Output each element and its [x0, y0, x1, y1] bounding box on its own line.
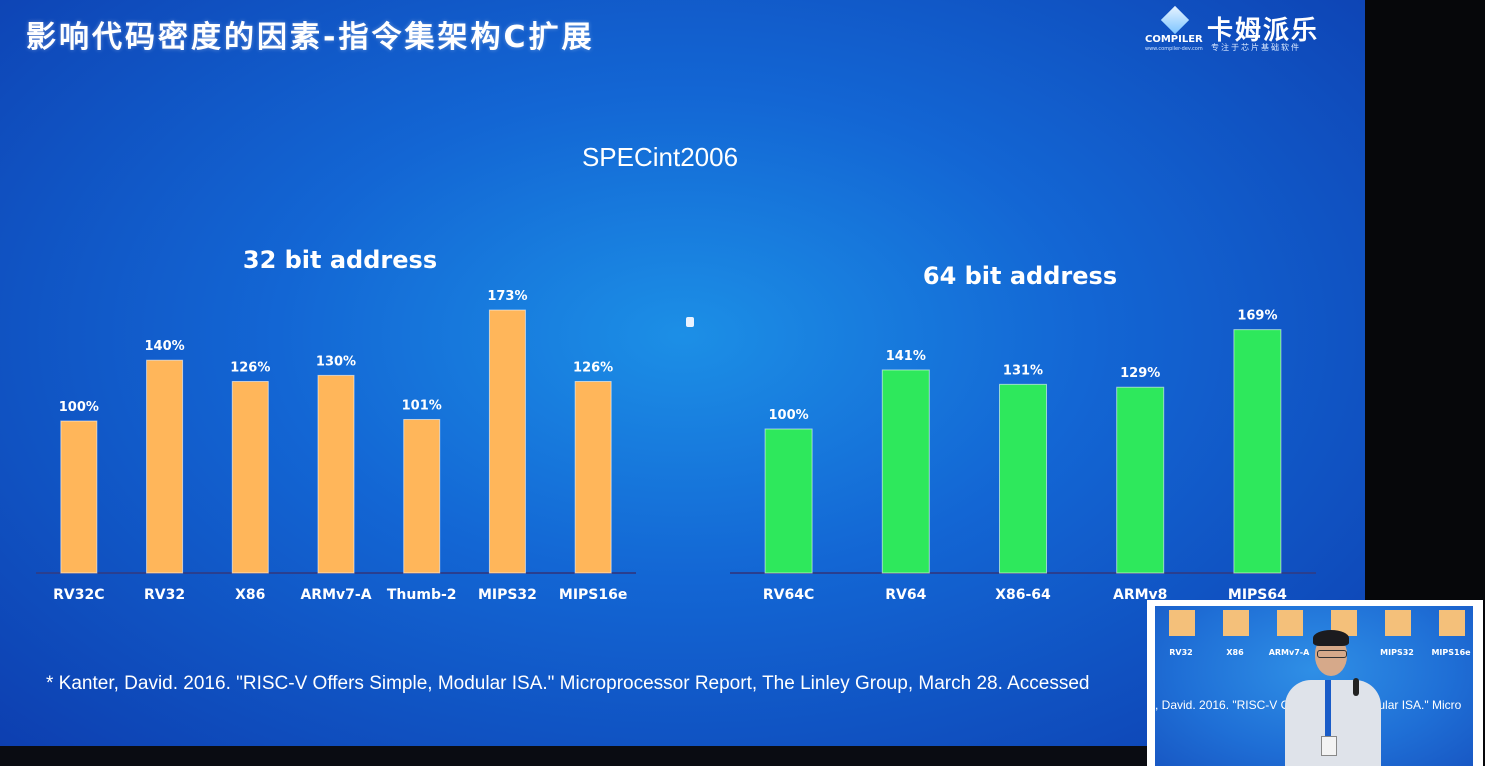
camera-view: RV32 X86 ARMv7-A -2 MIPS32 MIPS16e , Dav…: [1155, 606, 1473, 766]
inset-category: MIPS16e: [1431, 648, 1471, 657]
inset-category: MIPS32: [1380, 648, 1414, 657]
value-label: 126%: [573, 360, 613, 375]
citation-footnote: * Kanter, David. 2016. "RISC-V Offers Si…: [46, 673, 1090, 694]
logo-text-en: COMPILER: [1145, 34, 1203, 45]
inset-footnote-left: , David. 2016. "RISC-V Of: [1155, 698, 1294, 712]
category-label: RV64C: [763, 587, 814, 603]
inset-bar: [1385, 610, 1411, 636]
microphone-icon: [1353, 678, 1359, 696]
value-label: 130%: [316, 354, 356, 369]
inset-bar: [1223, 610, 1249, 636]
category-label: X86-64: [995, 587, 1051, 603]
bar-charts: 32 bit address 100% RV32C 140% RV32 126% X86 13…: [36, 246, 1316, 603]
presentation-slide: 影响代码密度的因素-指令集架构C扩展 COMPILER www.compiler…: [0, 0, 1365, 746]
inset-category: X86: [1226, 648, 1244, 657]
inset-bar: [1169, 610, 1195, 636]
category-label: ARMv7-A: [300, 587, 371, 603]
glasses-icon: [1317, 650, 1347, 658]
logo-url: www.compiler-dev.com: [1145, 46, 1203, 52]
logo-slogan: 专注于芯片基础软件: [1211, 43, 1301, 52]
name-badge: [1321, 736, 1337, 756]
logo-text-cn: 卡姆派乐: [1207, 16, 1320, 46]
category-label: Thumb-2: [387, 587, 457, 603]
inset-category: RV32: [1169, 648, 1193, 657]
value-label: 141%: [886, 349, 926, 364]
inset-bar: [1277, 610, 1303, 636]
bar-thumb-2: [403, 418, 441, 574]
category-label: RV32C: [53, 587, 104, 603]
camera-inset: RV32 X86 ARMv7-A -2 MIPS32 MIPS16e , Dav…: [1147, 600, 1483, 766]
speaker-hair: [1313, 630, 1349, 646]
category-label: MIPS32: [478, 587, 537, 603]
stage-floor: [0, 746, 1365, 766]
category-label: RV32: [144, 587, 185, 603]
category-label: MIPS64: [1228, 587, 1287, 603]
mouse-cursor-icon: [686, 317, 694, 327]
bar-rv64c: [764, 428, 813, 574]
bar-armv8: [1116, 386, 1165, 574]
value-label: 100%: [769, 408, 809, 423]
value-label: 173%: [487, 289, 527, 304]
value-label: 169%: [1237, 309, 1277, 324]
bar-armv7-a: [317, 374, 355, 574]
value-label: 131%: [1003, 363, 1043, 378]
bar-rv32: [146, 359, 184, 574]
bar-rv64: [881, 369, 930, 574]
bar-rv32c: [60, 420, 98, 574]
value-label: 101%: [402, 398, 442, 413]
bar-mips64: [1233, 329, 1282, 574]
bar-mips32: [488, 309, 526, 574]
category-label: RV64: [885, 587, 926, 603]
value-label: 126%: [230, 360, 270, 375]
category-label: ARMv8: [1113, 587, 1167, 603]
company-logo: COMPILER www.compiler-dev.com 卡姆派乐 专注于芯片…: [1145, 5, 1325, 54]
inset-bar: [1439, 610, 1465, 636]
panel-title: 32 bit address: [243, 246, 437, 274]
category-label: X86: [235, 587, 265, 603]
value-label: 100%: [59, 400, 99, 415]
inset-footnote: , David. 2016. "RISC-V Of odular ISA." M…: [1155, 698, 1473, 712]
chart-title: SPECint2006: [581, 142, 739, 172]
bar-mips16e: [574, 380, 612, 574]
value-label: 140%: [144, 339, 184, 354]
inset-footnote-right: odular ISA." Micro: [1365, 698, 1462, 712]
panel-title: 64 bit address: [923, 262, 1117, 290]
category-label: MIPS16e: [559, 587, 627, 603]
bar-x86-64: [999, 383, 1047, 574]
value-label: 129%: [1120, 366, 1160, 381]
inset-category: ARMv7-A: [1268, 648, 1310, 657]
bar-x86: [231, 380, 269, 574]
slide-title: 影响代码密度的因素-指令集架构C扩展: [26, 20, 595, 55]
lanyard: [1325, 680, 1331, 740]
speaker: [1275, 628, 1385, 766]
